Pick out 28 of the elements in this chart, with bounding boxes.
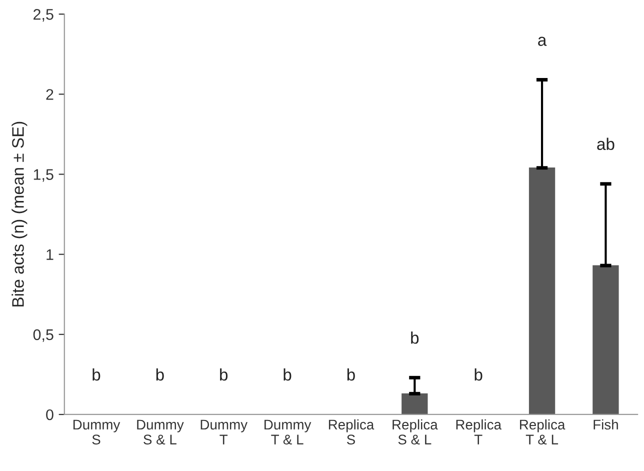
annotation: b (92, 368, 100, 381)
annotation: b (411, 332, 419, 344)
y-tick-label: 0,5 (33, 329, 54, 342)
x-tick-label: Dummy T (200, 420, 248, 444)
annotation: b (474, 368, 482, 381)
x-tick-label: Replica S (328, 419, 374, 445)
x-tick-label: Dummy S (73, 420, 120, 445)
annotation: b (220, 368, 228, 381)
x-tick-label: Dummy T & L (264, 420, 312, 445)
annotation: b (284, 368, 292, 381)
x-tick-label: Replica T & L (520, 419, 566, 445)
x-tick-label: Replica T (456, 419, 502, 444)
annotation: b (347, 368, 355, 381)
annotation: b (156, 368, 164, 381)
y-tick-label: 2,5 (34, 9, 54, 22)
y-tick-label: 0 (46, 409, 54, 420)
y-tick-label: 1 (46, 249, 54, 260)
bar (592, 265, 619, 414)
y-tick-label: 1,5 (34, 169, 54, 182)
annotation: ab (597, 138, 614, 150)
bar (402, 393, 428, 414)
x-tick-label: Fish (594, 419, 618, 430)
y-axis-title: Bite acts (n) (mean ± SE) (12, 122, 28, 306)
annotation: a (538, 36, 547, 46)
x-tick-label: Replica S & L (392, 419, 438, 445)
y-tick-label: 2 (46, 89, 54, 100)
bar (528, 168, 556, 414)
x-tick-label: Dummy S & L (137, 420, 184, 445)
